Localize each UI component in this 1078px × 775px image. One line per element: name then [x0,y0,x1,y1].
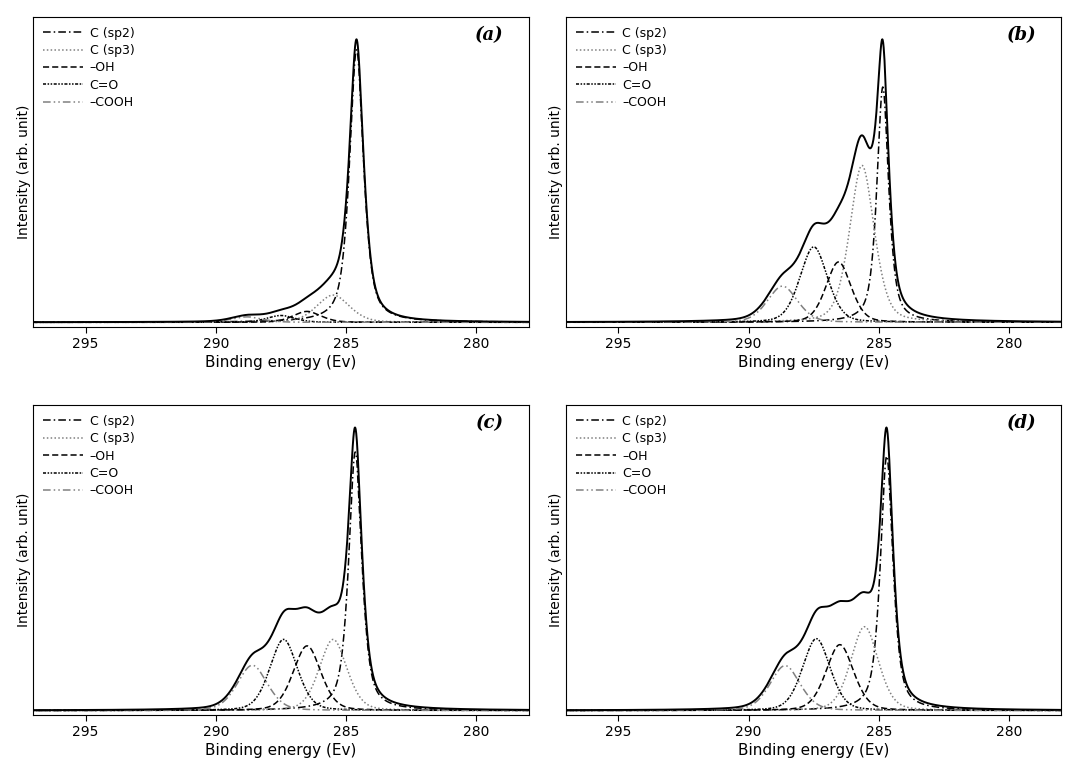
Legend: C (sp2), C (sp3), –OH, C=O, –COOH: C (sp2), C (sp3), –OH, C=O, –COOH [40,23,138,113]
Y-axis label: Intensity (arb. unit): Intensity (arb. unit) [16,105,30,239]
Legend: C (sp2), C (sp3), –OH, C=O, –COOH: C (sp2), C (sp3), –OH, C=O, –COOH [40,411,138,501]
X-axis label: Binding energy (Ev): Binding energy (Ev) [205,355,357,370]
X-axis label: Binding energy (Ev): Binding energy (Ev) [738,355,889,370]
Text: (c): (c) [475,414,503,432]
Text: (a): (a) [475,26,503,44]
Legend: C (sp2), C (sp3), –OH, C=O, –COOH: C (sp2), C (sp3), –OH, C=O, –COOH [572,411,671,501]
Text: (d): (d) [1007,414,1037,432]
X-axis label: Binding energy (Ev): Binding energy (Ev) [205,743,357,758]
Y-axis label: Intensity (arb. unit): Intensity (arb. unit) [550,493,564,627]
Text: (b): (b) [1007,26,1037,44]
Y-axis label: Intensity (arb. unit): Intensity (arb. unit) [16,493,30,627]
Y-axis label: Intensity (arb. unit): Intensity (arb. unit) [550,105,564,239]
X-axis label: Binding energy (Ev): Binding energy (Ev) [738,743,889,758]
Legend: C (sp2), C (sp3), –OH, C=O, –COOH: C (sp2), C (sp3), –OH, C=O, –COOH [572,23,671,113]
